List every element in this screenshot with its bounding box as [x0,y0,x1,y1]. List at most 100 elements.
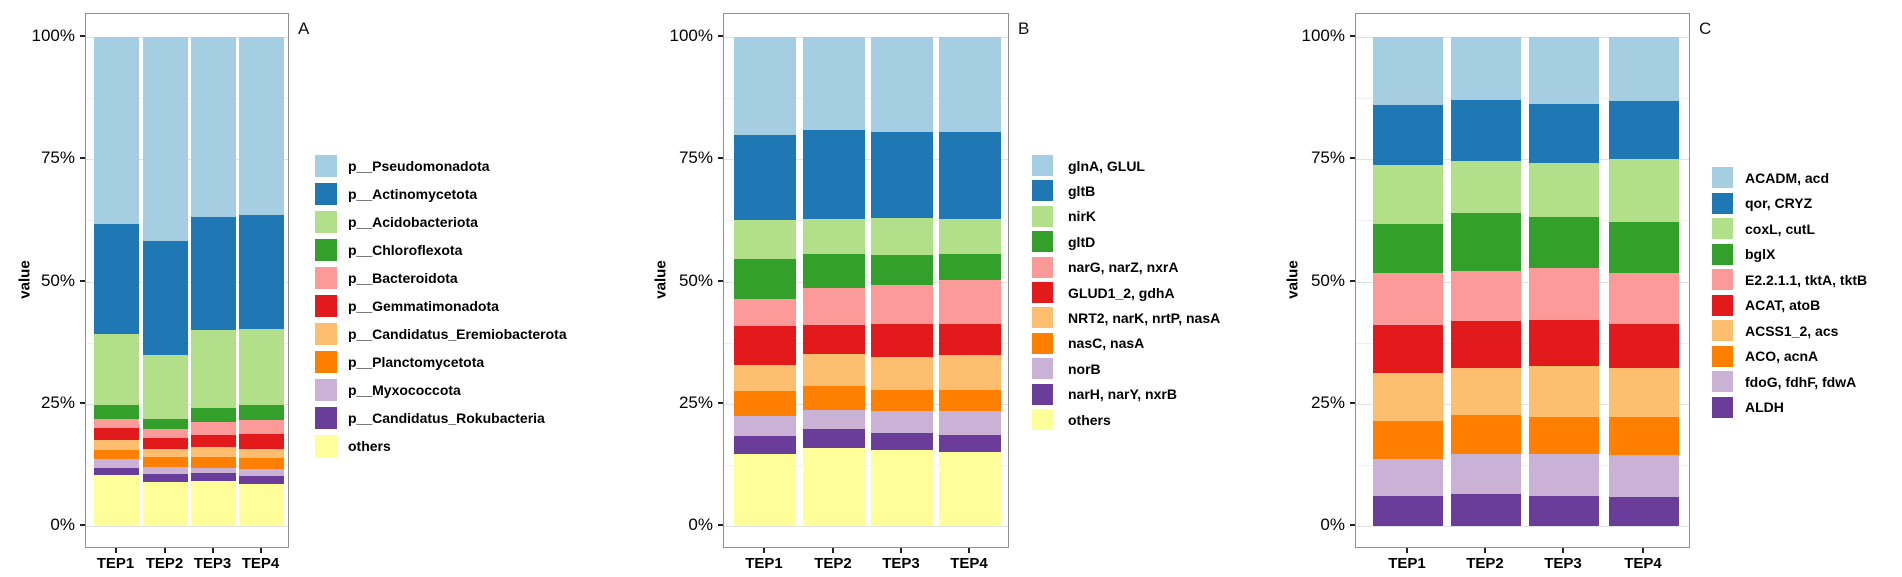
bar-segment [239,419,284,434]
legend-swatch [315,239,337,261]
legend-label: others [348,438,391,454]
legend-swatch [1712,371,1733,392]
bar-segment [191,37,236,218]
gridline-major [86,159,288,161]
bar-segment [1609,324,1679,369]
legend-swatch [315,295,337,317]
x-tick-mark [1562,548,1564,553]
stacked-bar-TEP2 [803,37,865,526]
legend-label: gltB [1068,182,1096,199]
bar-segment [1609,272,1679,325]
y-tick-label: 100% [669,26,713,45]
bar-segment [1529,103,1599,163]
x-tick-label: TEP2 [814,555,852,572]
legend-item: qor, CRYZ [1712,192,1812,214]
gridline-major [86,403,288,405]
bar-segment [734,258,796,299]
y-tick-mark [718,524,723,526]
legend-item: p__Candidatus_Rokubacteria [315,407,545,429]
bar-segment [1529,217,1599,269]
x-tick-label: TEP4 [1624,555,1662,572]
gridline-minor [86,220,288,222]
plot-panel-B [723,13,1009,548]
y-tick-mark [718,279,723,282]
stacked-bar-TEP3 [871,37,933,526]
legend-item: E2.2.1.1, tktA, tktB [1712,269,1867,290]
gridline-minor [1356,98,1689,100]
bar-segment [1451,160,1521,213]
legend-label: ACO, acnA [1745,348,1819,364]
y-tick-label: 25% [678,392,713,412]
bar-segment [143,448,188,457]
legend-swatch [315,435,337,457]
bar-segment [1529,417,1599,455]
y-tick-label: 75% [40,148,75,168]
gridline-major [86,37,288,38]
bar-segment [1373,496,1443,526]
bar-segment [1451,454,1521,495]
legend-label: p__Candidatus_Eremiobacterota [348,326,567,342]
panel-label-A: A [298,19,310,38]
legend-item: p__Chloroflexota [315,239,462,261]
bar-segment [1373,104,1443,165]
gridline-major [1356,403,1689,405]
bar-segment [939,280,1001,325]
legend-label: fdoG, fdhF, fdwA [1745,373,1857,390]
y-tick-label: 25% [1310,392,1345,412]
legend-swatch [1712,345,1733,367]
bar-segment [803,324,865,354]
bar-segment [239,476,284,484]
x-tick-mark [259,548,262,553]
legend-swatch [1032,205,1053,227]
y-tick-mark [1350,35,1355,37]
plot-panel-A [85,13,289,548]
legend-label: others [1068,411,1111,428]
bar-segment [94,418,139,428]
stacked-bar-TEP1 [1373,37,1443,526]
legend-swatch [1032,332,1053,354]
legend-label: E2.2.1.1, tktA, tktB [1745,271,1868,288]
bar-segment [803,129,865,220]
bar-segment [143,241,188,355]
bar-segment [143,456,188,467]
legend-swatch [1032,231,1053,253]
y-tick-mark [718,35,723,37]
legend-swatch [1032,155,1053,176]
gridline-major [724,159,1008,161]
x-tick-mark [211,548,214,553]
bar-segment [1373,223,1443,273]
legend-swatch [315,407,337,429]
bar-segment [239,433,284,449]
bar-segment [1373,458,1443,497]
x-tick-label: TEP3 [1544,555,1582,572]
legend-item: nasC, nasA [1032,332,1145,354]
bar-segment [871,285,933,324]
gridline-major [1356,526,1689,527]
bar-segment [1373,37,1443,105]
x-tick-mark [832,548,834,553]
legend-label: narH, narY, nxrB [1068,386,1177,403]
legend-label: nasC, nasA [1068,335,1145,352]
bar-segment [1609,101,1679,160]
legend-label: p__Chloroflexota [348,242,463,258]
legend-item: ACADM, acd [1712,167,1829,188]
bar-segment [871,37,933,133]
legend-item: gltD [1032,231,1095,253]
gridline-major [1356,37,1689,38]
gridline-major [1356,159,1689,161]
legend-label: ALDH [1745,399,1784,415]
bar-segment [734,453,796,526]
legend-item: glnA, GLUL [1032,155,1145,176]
bar-segment [191,480,236,526]
y-tick-mark [718,157,723,160]
legend-item: narG, narZ, nxrA [1032,256,1178,278]
bar-segment [94,37,139,225]
bar-segment [734,37,796,135]
bar-segment [1529,162,1599,218]
legend-item: p__Actinomycetota [315,183,477,205]
bar-segment [143,473,188,482]
x-tick-mark [163,548,166,553]
legend-item: narH, narY, nxrB [1032,383,1177,405]
legend-swatch [1032,256,1053,278]
x-tick-label: TEP1 [96,555,135,572]
